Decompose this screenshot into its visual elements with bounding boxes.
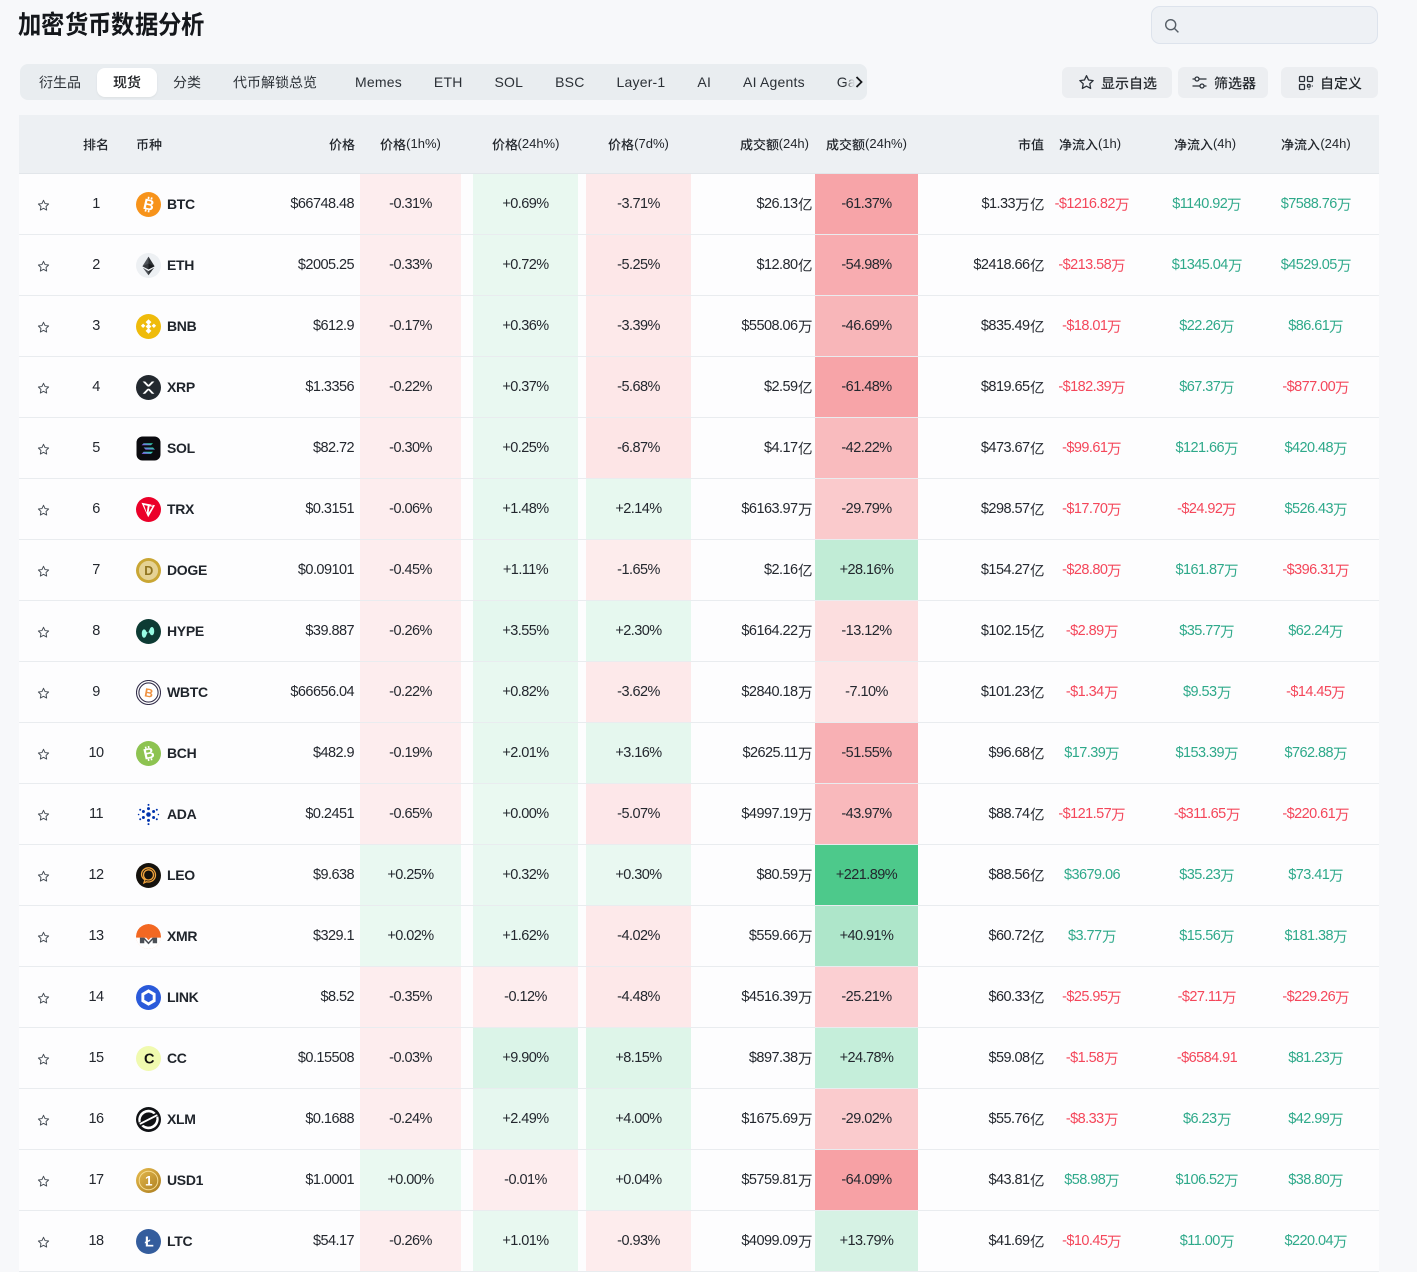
svg-text:B: B: [143, 685, 154, 700]
svg-text:Ł: Ł: [145, 1235, 154, 1251]
svg-text:B: B: [142, 744, 157, 763]
svg-text:C: C: [144, 1052, 155, 1068]
svg-text:D: D: [144, 564, 153, 578]
svg-text:1: 1: [145, 1173, 153, 1188]
